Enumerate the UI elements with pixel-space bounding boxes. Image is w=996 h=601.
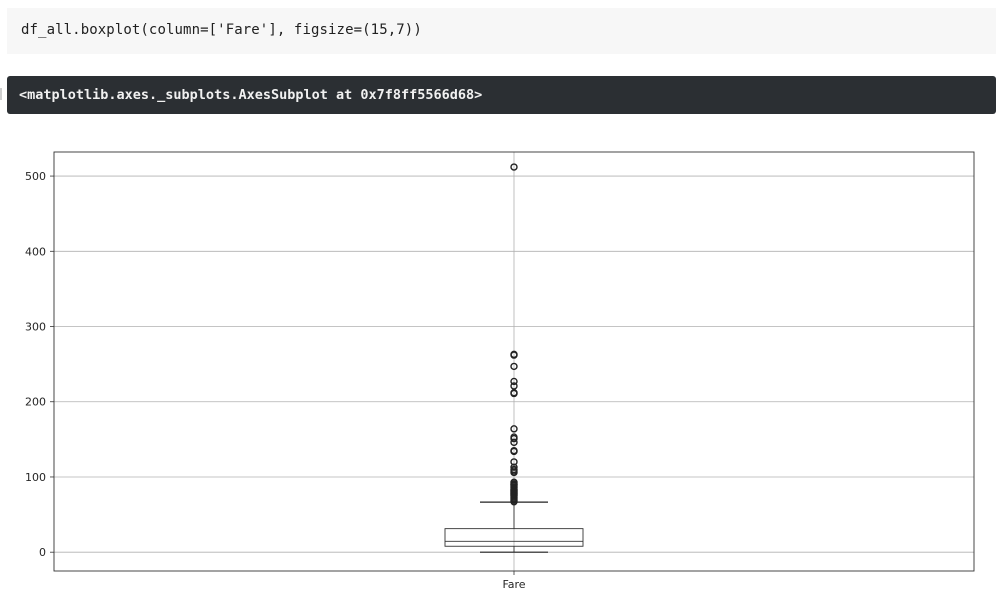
outliers xyxy=(510,163,518,506)
y-tick-label-500: 500 xyxy=(25,170,46,183)
output-text: <matplotlib.axes._subplots.AxesSubplot a… xyxy=(19,87,483,103)
code-cell[interactable]: df_all.boxplot(column=['Fare'], figsize=… xyxy=(7,8,996,54)
outlier-point xyxy=(510,377,518,386)
outlier-point xyxy=(510,446,518,455)
outlier-point xyxy=(510,362,518,371)
outlier-point xyxy=(510,389,518,397)
outlier-point xyxy=(510,382,518,390)
iqr-box xyxy=(444,528,584,547)
y-tick-label-100: 100 xyxy=(25,471,46,484)
outlier-point xyxy=(510,478,518,486)
code-source: df_all.boxplot(column=['Fare'], figsize=… xyxy=(21,22,422,38)
y-tick-label-400: 400 xyxy=(25,245,46,258)
output-prompt-marker xyxy=(0,88,2,100)
outlier-point xyxy=(510,458,518,466)
x-tick-label-fare: Fare xyxy=(502,578,525,591)
y-tick-label-300: 300 xyxy=(25,321,46,334)
outlier-point xyxy=(510,163,518,171)
outlier-point xyxy=(510,465,518,474)
outlier-point xyxy=(510,425,518,433)
axes: 0 100 200 300 400 500 Fare xyxy=(25,151,975,591)
y-tick-label-0: 0 xyxy=(39,546,46,559)
outlier-point xyxy=(510,433,518,441)
output-cell: <matplotlib.axes._subplots.AxesSubplot a… xyxy=(7,76,996,114)
outlier-point xyxy=(510,350,518,359)
y-tick-label-200: 200 xyxy=(25,396,46,409)
outlier-point xyxy=(510,438,518,447)
outlier-point xyxy=(510,463,518,471)
